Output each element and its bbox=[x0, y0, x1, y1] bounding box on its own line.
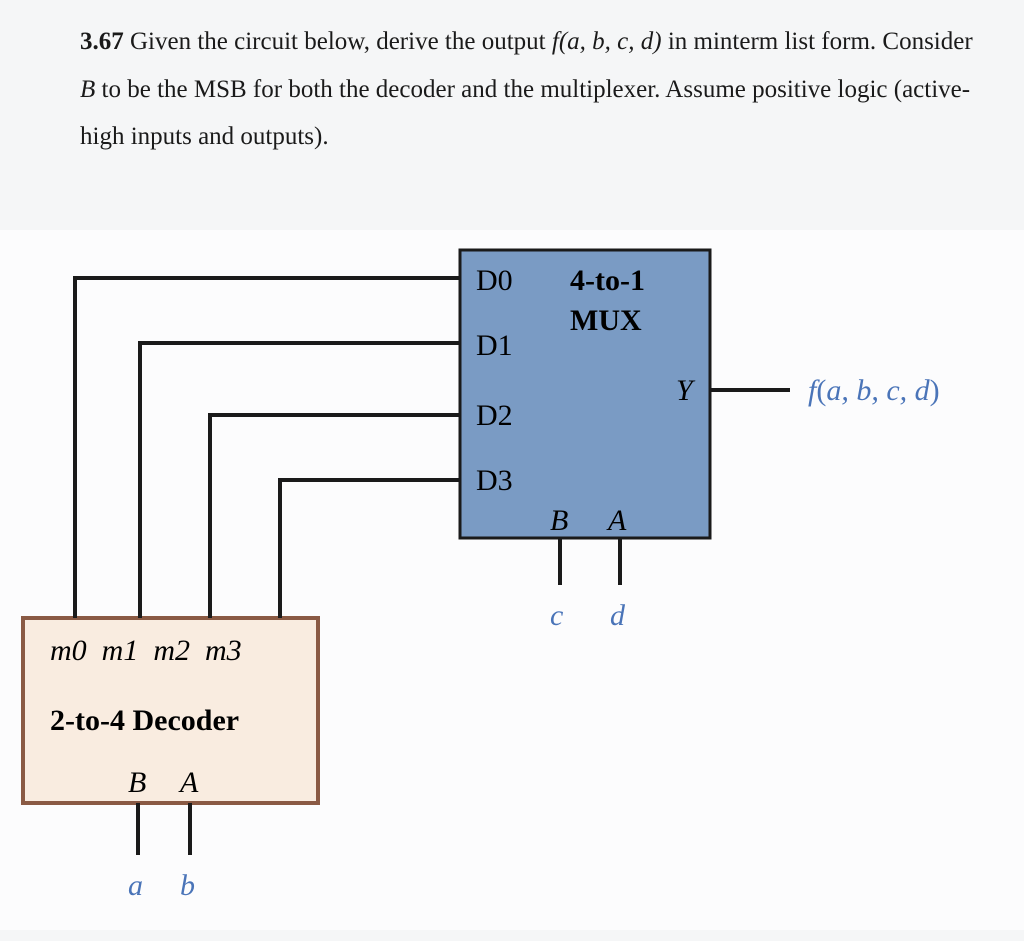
problem-B: B bbox=[80, 76, 95, 103]
mux-selB: B bbox=[550, 504, 568, 537]
mux-d3: D3 bbox=[476, 464, 513, 497]
wire-m0-d0 bbox=[75, 278, 460, 618]
mux-title2: MUX bbox=[570, 304, 642, 337]
page-root: 3.67 Given the circuit below, derive the… bbox=[0, 0, 1024, 941]
dec-m: m0 m1 m2 m3 bbox=[50, 634, 242, 667]
problem-line3: to be the MSB for both the decoder and t… bbox=[80, 76, 970, 151]
problem-fn: f(a, b, c, d) bbox=[552, 28, 662, 55]
var-a: a bbox=[128, 869, 143, 902]
var-d: d bbox=[610, 599, 626, 632]
output-label: f(a, b, c, d) bbox=[808, 374, 940, 407]
mux-d0: D0 bbox=[476, 264, 513, 297]
wire-m2-d2 bbox=[210, 415, 460, 618]
mux-selA: A bbox=[606, 504, 627, 537]
dec-selA: A bbox=[178, 766, 199, 799]
problem-line2: in minterm list form. Consider bbox=[668, 28, 973, 55]
problem-text: 3.67 Given the circuit below, derive the… bbox=[80, 18, 974, 161]
mux-title1: 4-to-1 bbox=[570, 264, 645, 297]
mux-d2: D2 bbox=[476, 399, 513, 432]
circuit-diagram: D0 D1 D2 D3 4-to-1 MUX Y B A m0 m1 m2 m3… bbox=[0, 230, 1024, 930]
problem-number: 3.67 bbox=[80, 28, 124, 55]
var-b: b bbox=[180, 869, 195, 902]
dec-title: 2-to-4 Decoder bbox=[50, 704, 239, 737]
mux-d1: D1 bbox=[476, 329, 513, 362]
wire-m3-d3 bbox=[280, 480, 460, 618]
dec-selB: B bbox=[128, 766, 146, 799]
var-c: c bbox=[550, 599, 563, 632]
problem-line1: Given the circuit below, derive the outp… bbox=[130, 28, 552, 55]
